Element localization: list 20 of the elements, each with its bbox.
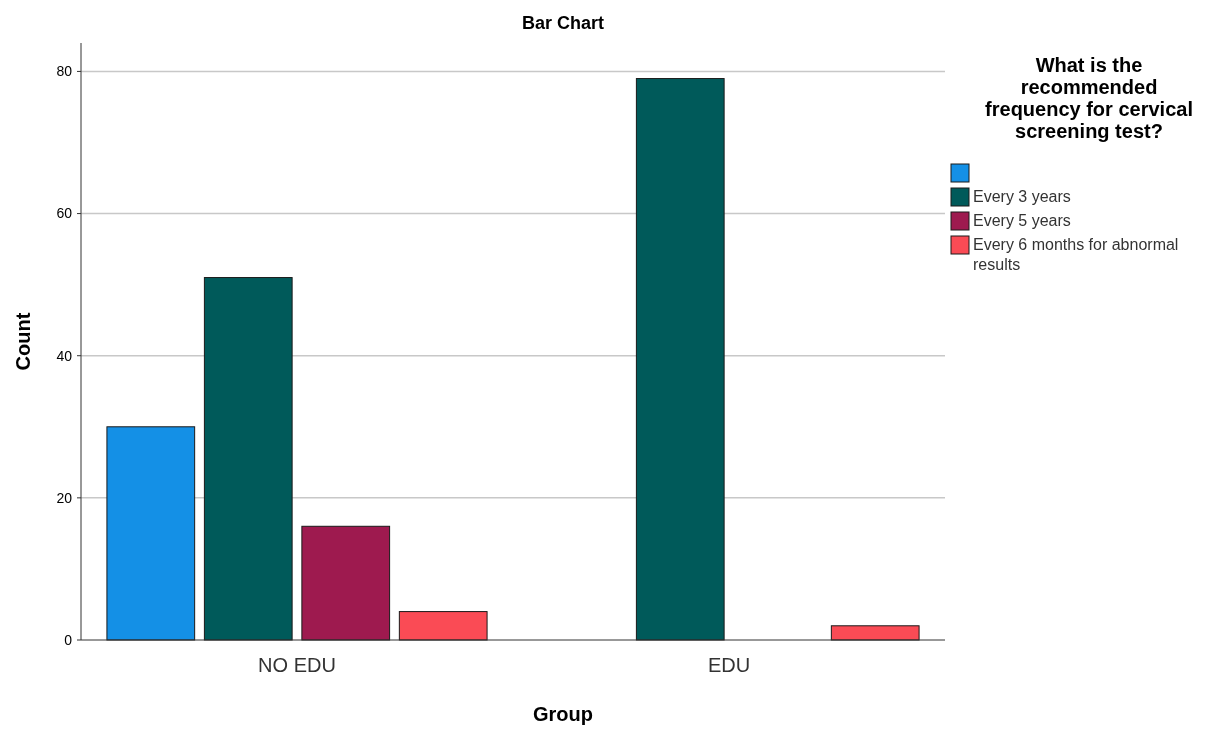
bar bbox=[106, 426, 196, 641]
chart-title: Bar Chart bbox=[521, 13, 605, 33]
bar bbox=[301, 525, 391, 641]
legend-title: What is the recommended frequency for cervical screening test? bbox=[985, 54, 1193, 142]
y-tick-label: 80 bbox=[56, 63, 73, 80]
legend-label: Every 6 months for abnormal results bbox=[973, 236, 1179, 273]
legend-label: Every 5 years bbox=[973, 212, 1071, 229]
y-tick-label: 60 bbox=[56, 205, 73, 222]
x-axis-title: Group bbox=[533, 703, 593, 725]
bar bbox=[203, 277, 293, 641]
x-tick-label: EDU bbox=[707, 654, 751, 676]
y-axis-title: Count bbox=[12, 312, 34, 371]
bar bbox=[398, 611, 488, 641]
bar bbox=[635, 78, 725, 641]
legend-label: Every 3 years bbox=[973, 188, 1071, 205]
y-tick-label: 20 bbox=[56, 489, 73, 506]
x-tick-label: NO EDU bbox=[258, 654, 336, 676]
y-tick-label: 0 bbox=[64, 631, 73, 648]
y-tick-label: 40 bbox=[56, 347, 73, 364]
bar bbox=[830, 625, 920, 641]
